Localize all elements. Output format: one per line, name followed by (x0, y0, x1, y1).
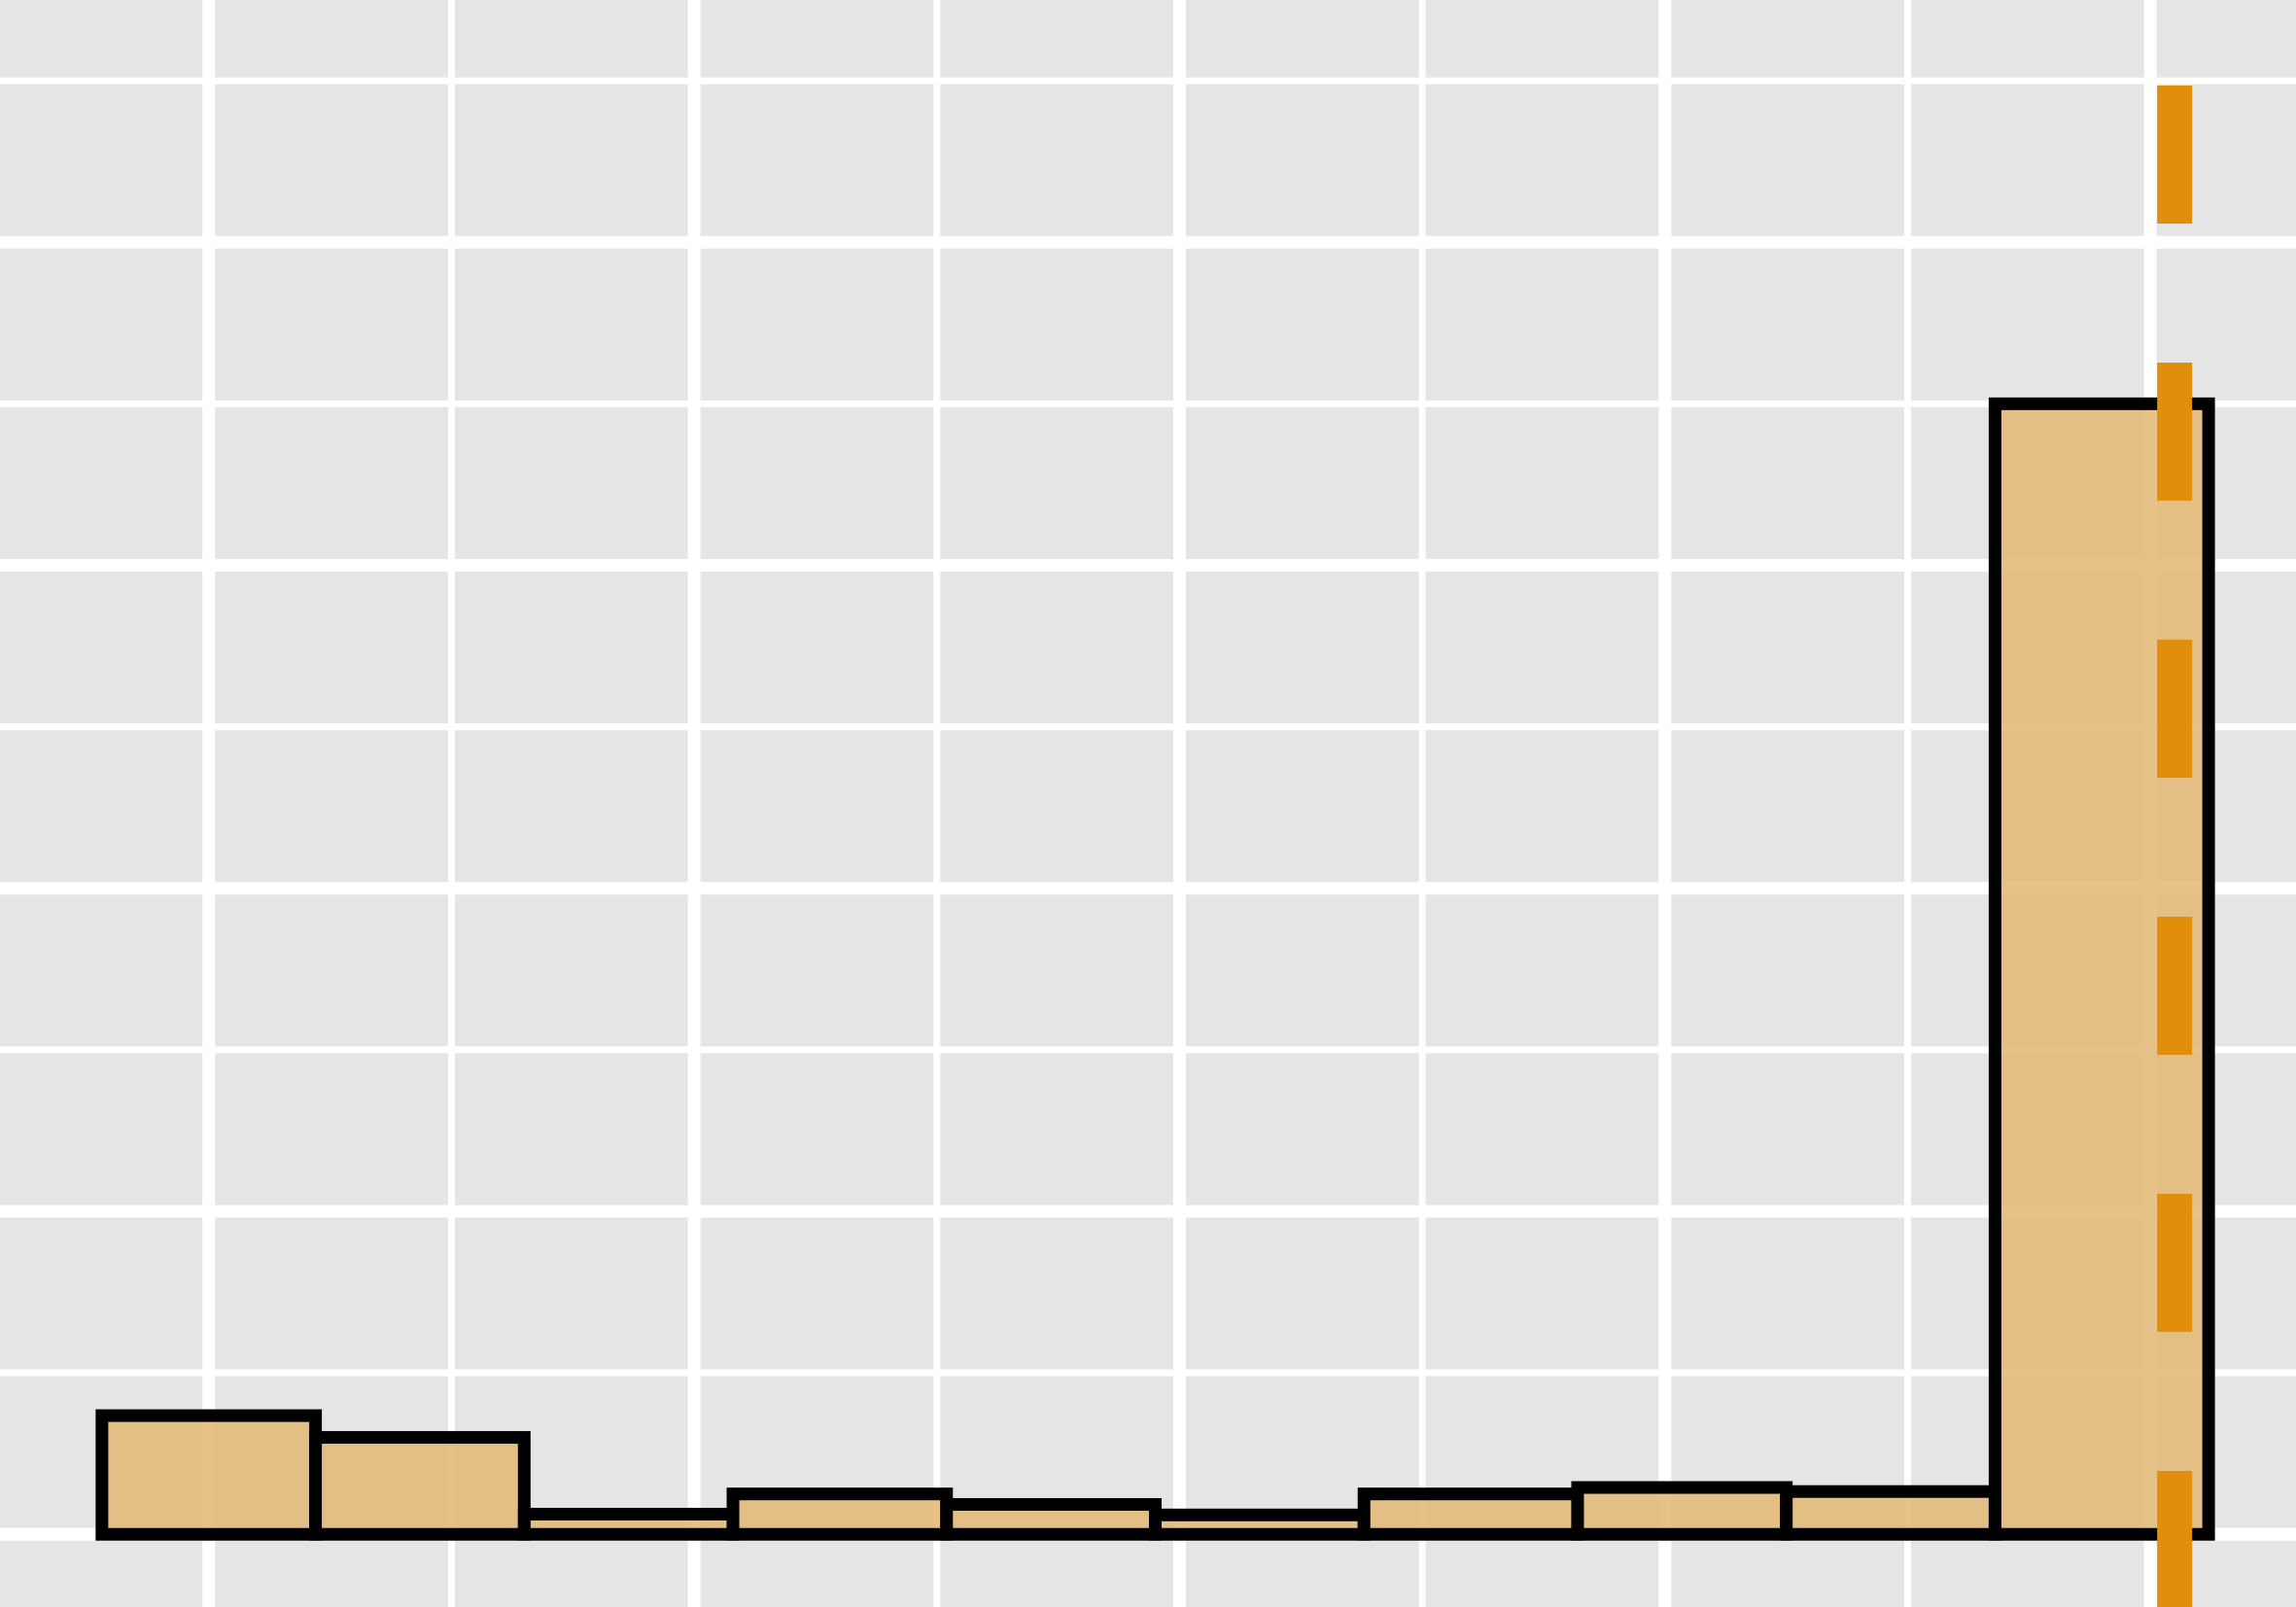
histogram-bar (95, 1409, 323, 1541)
histogram-bar (517, 1507, 740, 1541)
histogram-bar (1571, 1481, 1793, 1541)
histogram-bars (95, 397, 2215, 1541)
histogram-bar (1780, 1485, 2001, 1541)
histogram-bar (309, 1431, 531, 1541)
histogram-bar (726, 1487, 954, 1541)
histogram-bar (1357, 1487, 1584, 1541)
histogram-bar (1148, 1508, 1371, 1541)
histogram-bar (940, 1498, 1162, 1541)
